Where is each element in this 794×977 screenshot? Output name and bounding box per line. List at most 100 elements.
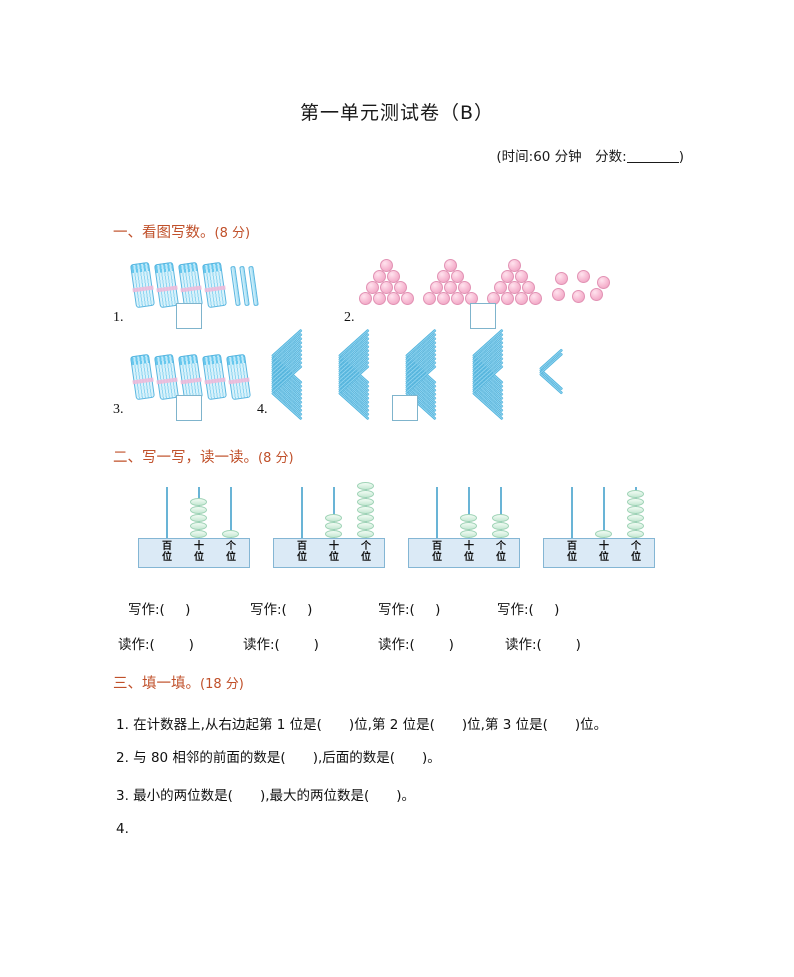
write-as-blank[interactable]: 写作:( ): [250, 602, 313, 618]
ball: [387, 270, 400, 283]
ball: [508, 259, 521, 272]
abacus-column-label: 十位: [458, 541, 480, 563]
abacus-bead: [627, 522, 644, 530]
stick-bundle: [178, 261, 203, 309]
ball: [458, 281, 471, 294]
loose-stick: [248, 265, 259, 307]
abacus-bead: [325, 530, 342, 538]
ball: [522, 281, 535, 294]
section-1-label: 一、看图写数。: [113, 225, 215, 241]
abacus-column-label-top: 十: [194, 541, 204, 552]
abacus-bead: [325, 514, 342, 522]
answer-box-1[interactable]: [176, 303, 202, 329]
abacus-bead: [357, 530, 374, 538]
abacus-bead: [357, 506, 374, 514]
ball: [437, 292, 450, 305]
section-2-label: 二、写一写，读一读。: [113, 450, 258, 466]
abacus-rod: [301, 487, 303, 542]
abacus-column-label-top: 十: [329, 541, 339, 552]
abacus-bead: [627, 506, 644, 514]
read-as-blank[interactable]: 读作:( ): [118, 637, 194, 653]
abacus-column-label-bottom: 位: [329, 552, 339, 563]
ball: [366, 281, 379, 294]
time-score-line: (时间:60 分钟 分数:): [496, 145, 684, 165]
abacus-bead: [357, 498, 374, 506]
abacus-bead: [595, 530, 612, 538]
ball: [373, 270, 386, 283]
ball: [508, 281, 521, 294]
write-as-blank[interactable]: 写作:( ): [128, 602, 191, 618]
abacus-bead: [460, 514, 477, 522]
abacus-column-label-top: 百: [432, 541, 442, 552]
fill-question-1: 1. 在计数器上,从右边起第 1 位是( )位,第 2 位是( )位,第 3 位…: [116, 717, 608, 733]
stick-bundle: [130, 353, 155, 401]
answer-box-2[interactable]: [470, 303, 496, 329]
abacus-column-label: 百位: [156, 541, 178, 563]
section-heading-3: 三、填一填。(18 分): [113, 672, 244, 693]
fill-question-3: 3. 最小的两位数是( ),最大的两位数是( )。: [116, 788, 416, 804]
chevron-arm: [538, 372, 564, 395]
stick-bundle: [154, 261, 179, 309]
abacus-bead: [222, 530, 239, 538]
time-score-suffix: ): [678, 149, 684, 165]
ball: [387, 292, 400, 305]
abacus-column-label: 个位: [490, 541, 512, 563]
abacus-column-label: 十位: [323, 541, 345, 563]
stick-bundle: [226, 353, 251, 401]
ball: [529, 292, 542, 305]
write-as-blank[interactable]: 写作:( ): [497, 602, 560, 618]
ball: [501, 270, 514, 283]
answer-box-4[interactable]: [392, 395, 418, 421]
abacus-column-label-top: 个: [361, 541, 371, 552]
abacus-column-label-top: 个: [226, 541, 236, 552]
ball: [501, 292, 514, 305]
abacus-bead: [460, 530, 477, 538]
page-title: 第一单元测试卷（B）: [299, 102, 495, 124]
read-as-blank[interactable]: 读作:( ): [505, 637, 581, 653]
stick-bundle: [178, 353, 203, 401]
abacus-rod: [571, 487, 573, 542]
abacus-bead: [325, 522, 342, 530]
abacus-bead: [190, 514, 207, 522]
write-as-blank[interactable]: 写作:( ): [378, 602, 441, 618]
ball: [515, 270, 528, 283]
abacus-bead: [357, 482, 374, 490]
abacus-bead: [357, 522, 374, 530]
abacus-rod: [436, 487, 438, 542]
abacus-bead: [492, 514, 509, 522]
section-heading-2: 二、写一写，读一读。(8 分): [113, 446, 294, 467]
stick-bundle: [202, 353, 227, 401]
abacus-bead: [357, 490, 374, 498]
abacus-bead: [190, 530, 207, 538]
abacus-column-label: 百位: [561, 541, 583, 563]
ball: [444, 281, 457, 294]
ball: [577, 270, 590, 283]
answer-box-3[interactable]: [176, 395, 202, 421]
ball: [380, 259, 393, 272]
abacus-column-label-top: 百: [297, 541, 307, 552]
abacus-column-label: 十位: [593, 541, 615, 563]
abacus-column-label-top: 十: [464, 541, 474, 552]
read-as-blank[interactable]: 读作:( ): [243, 637, 319, 653]
abacus-rod: [230, 487, 232, 542]
abacus-column-label-bottom: 位: [297, 552, 307, 563]
ball: [555, 272, 568, 285]
abacus-column-label: 个位: [355, 541, 377, 563]
time-score-prefix: (时间:60 分钟 分数:: [496, 149, 627, 165]
abacus-bead: [190, 498, 207, 506]
ball: [451, 292, 464, 305]
abacus-column-label: 百位: [291, 541, 313, 563]
section-heading-1: 一、看图写数。(8 分): [113, 221, 250, 242]
abacus-column-label: 百位: [426, 541, 448, 563]
item-number: 2.: [344, 310, 355, 325]
ball: [423, 292, 436, 305]
abacus-column-label-top: 个: [496, 541, 506, 552]
item-number: 1.: [113, 310, 124, 325]
stick-bundle: [130, 261, 155, 309]
read-as-blank[interactable]: 读作:( ): [378, 637, 454, 653]
abacus-bead: [190, 522, 207, 530]
abacus-bead: [492, 530, 509, 538]
abacus-bead: [492, 522, 509, 530]
abacus-bead: [357, 514, 374, 522]
